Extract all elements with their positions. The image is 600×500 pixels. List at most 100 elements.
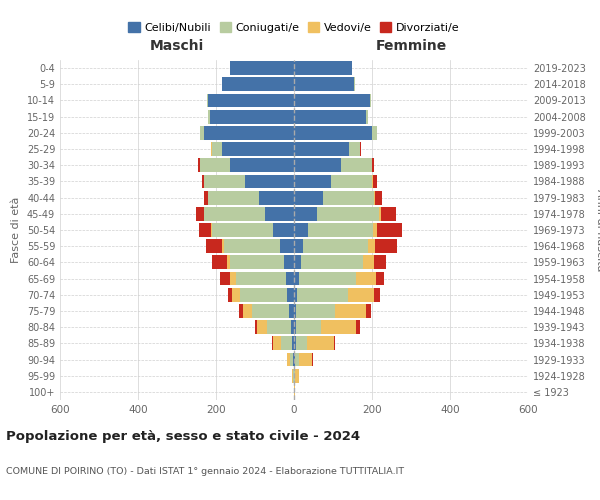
Bar xyxy=(239,304,242,318)
Bar xyxy=(299,352,313,366)
Bar xyxy=(296,336,307,350)
Bar xyxy=(227,256,230,270)
Bar xyxy=(373,158,374,172)
Bar xyxy=(199,223,211,237)
Bar xyxy=(265,207,294,220)
Bar xyxy=(280,240,294,253)
Bar xyxy=(372,174,373,188)
Bar xyxy=(200,158,230,172)
Bar xyxy=(307,336,334,350)
Bar xyxy=(245,174,294,188)
Bar xyxy=(255,320,257,334)
Bar xyxy=(222,240,224,253)
Bar xyxy=(203,207,204,220)
Bar xyxy=(286,272,294,285)
Bar xyxy=(334,336,335,350)
Bar xyxy=(210,110,294,124)
Bar xyxy=(204,190,208,204)
Bar xyxy=(368,240,375,253)
Bar xyxy=(294,190,323,204)
Bar xyxy=(208,94,294,108)
Bar xyxy=(379,207,381,220)
Bar xyxy=(373,174,377,188)
Bar xyxy=(204,174,245,188)
Bar xyxy=(294,223,308,237)
Bar xyxy=(289,304,294,318)
Bar xyxy=(294,272,299,285)
Bar xyxy=(322,320,356,334)
Bar xyxy=(374,190,375,204)
Bar xyxy=(290,352,293,366)
Bar xyxy=(196,207,203,220)
Bar xyxy=(335,304,366,318)
Bar xyxy=(212,142,222,156)
Bar xyxy=(299,272,356,285)
Bar xyxy=(370,94,371,108)
Bar xyxy=(281,336,292,350)
Bar xyxy=(293,369,294,382)
Bar xyxy=(294,288,297,302)
Bar xyxy=(224,240,280,253)
Bar xyxy=(294,304,296,318)
Bar xyxy=(284,256,294,270)
Bar xyxy=(356,320,359,334)
Bar xyxy=(272,336,273,350)
Bar xyxy=(200,126,204,140)
Bar xyxy=(268,320,291,334)
Bar xyxy=(230,256,284,270)
Bar xyxy=(222,142,294,156)
Bar xyxy=(293,352,294,366)
Bar xyxy=(349,142,360,156)
Bar xyxy=(294,78,355,91)
Bar xyxy=(295,352,299,366)
Bar xyxy=(287,352,290,366)
Bar xyxy=(331,174,372,188)
Bar xyxy=(297,288,348,302)
Bar xyxy=(301,256,362,270)
Bar xyxy=(374,256,386,270)
Bar xyxy=(273,336,281,350)
Legend: Celibi/Nubili, Coniugati/e, Vedovi/e, Divorziati/e: Celibi/Nubili, Coniugati/e, Vedovi/e, Di… xyxy=(124,18,464,38)
Bar xyxy=(242,304,252,318)
Bar xyxy=(294,61,352,75)
Bar xyxy=(377,223,403,237)
Bar xyxy=(228,288,232,302)
Bar xyxy=(294,142,349,156)
Bar xyxy=(220,272,230,285)
Bar xyxy=(294,256,301,270)
Bar xyxy=(257,320,268,334)
Bar xyxy=(198,158,200,172)
Bar xyxy=(294,126,372,140)
Bar xyxy=(212,256,227,270)
Bar xyxy=(204,207,265,220)
Text: Femmine: Femmine xyxy=(376,39,446,53)
Bar xyxy=(294,158,341,172)
Bar xyxy=(294,240,302,253)
Y-axis label: Fasce di età: Fasce di età xyxy=(11,197,21,263)
Bar xyxy=(362,256,374,270)
Bar xyxy=(232,288,240,302)
Bar xyxy=(341,158,372,172)
Bar xyxy=(230,158,294,172)
Bar xyxy=(372,126,377,140)
Bar xyxy=(252,304,289,318)
Bar xyxy=(294,352,295,366)
Bar xyxy=(381,207,396,220)
Bar xyxy=(294,207,317,220)
Bar xyxy=(240,288,287,302)
Bar xyxy=(375,190,382,204)
Bar xyxy=(211,223,212,237)
Bar xyxy=(376,272,384,285)
Bar xyxy=(294,385,295,399)
Bar xyxy=(348,288,374,302)
Bar xyxy=(230,272,235,285)
Bar xyxy=(294,320,296,334)
Bar xyxy=(259,190,294,204)
Bar xyxy=(375,240,397,253)
Text: Maschi: Maschi xyxy=(150,39,204,53)
Bar xyxy=(296,304,335,318)
Text: COMUNE DI POIRINO (TO) - Dati ISTAT 1° gennaio 2024 - Elaborazione TUTTITALIA.IT: COMUNE DI POIRINO (TO) - Dati ISTAT 1° g… xyxy=(6,468,404,476)
Y-axis label: Anni di nascita: Anni di nascita xyxy=(595,188,600,271)
Bar xyxy=(230,61,294,75)
Bar xyxy=(206,240,222,253)
